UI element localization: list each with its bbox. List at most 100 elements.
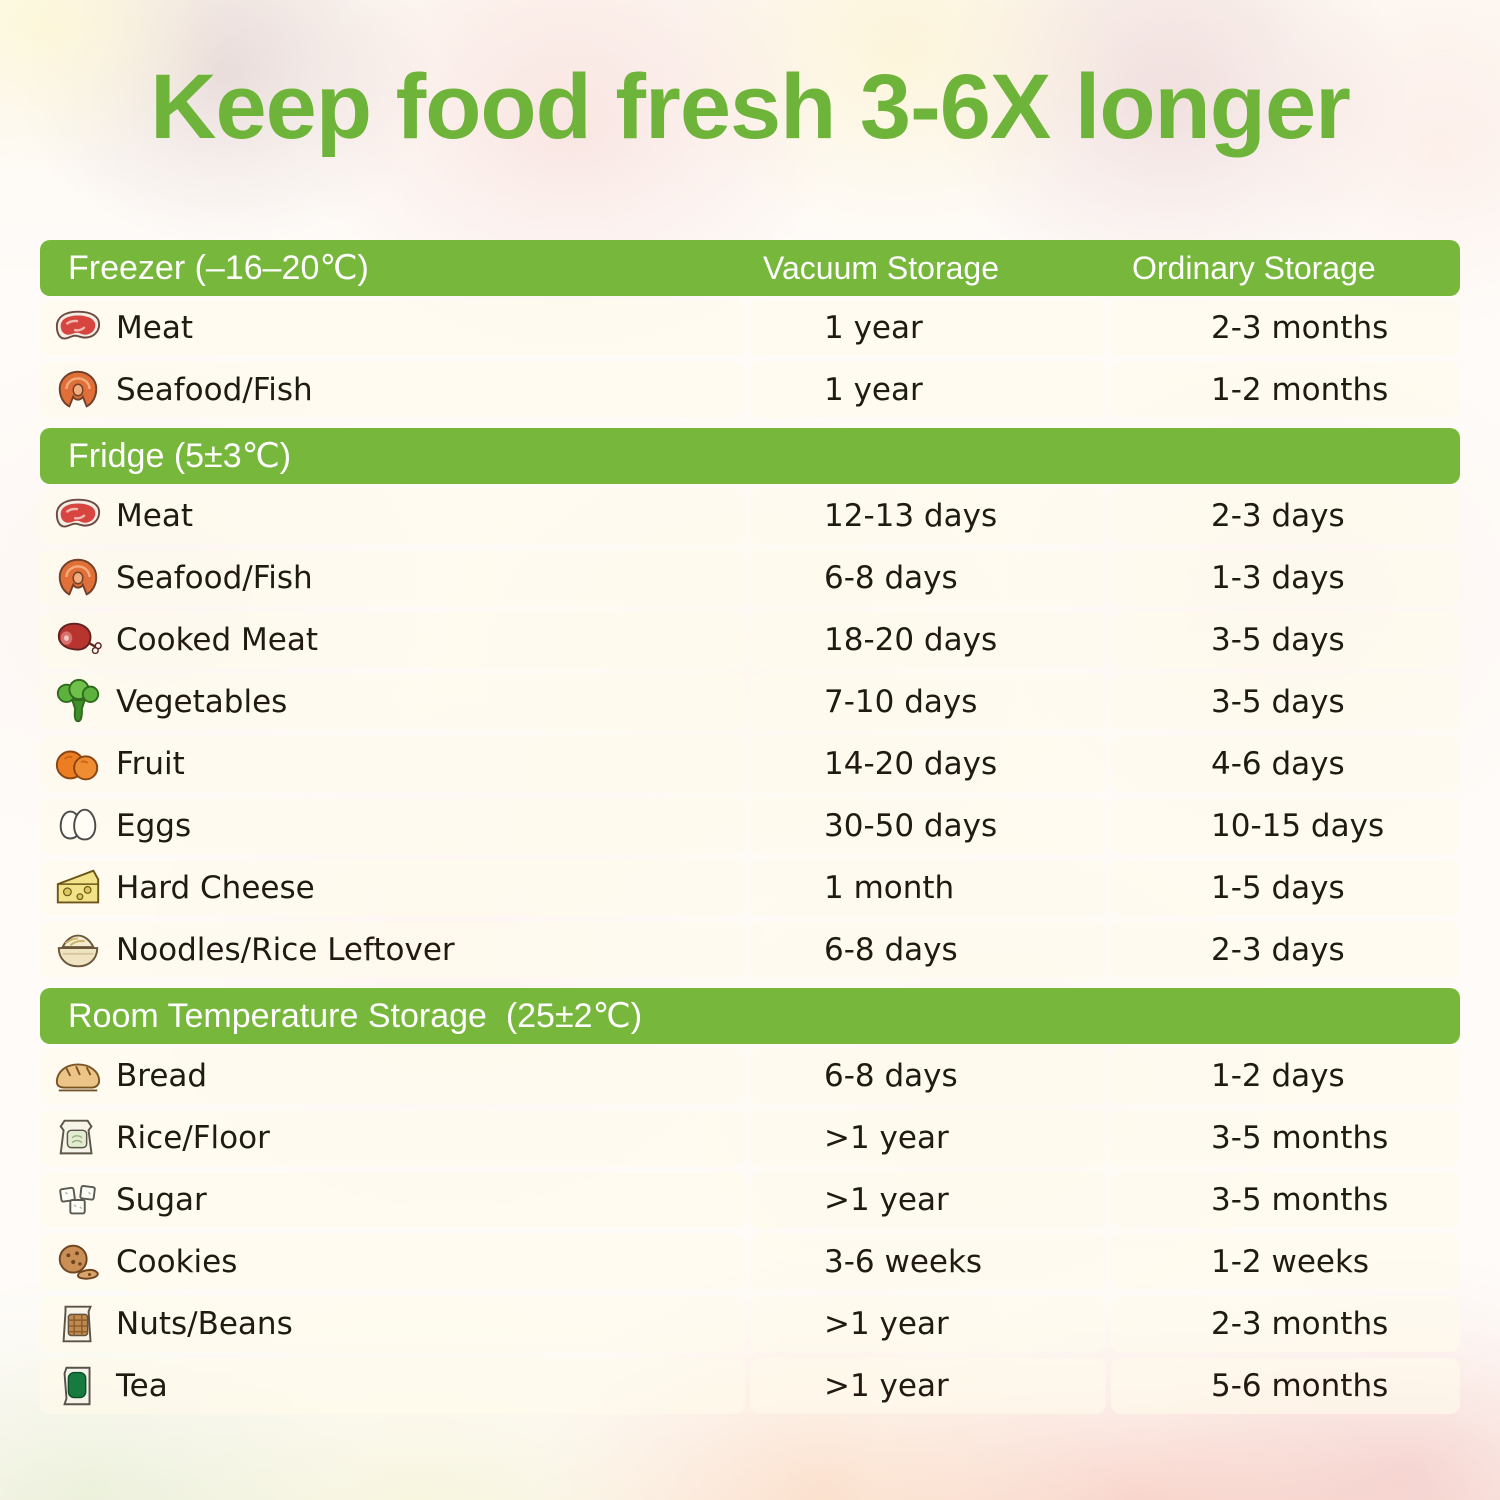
ordinary-value: 2-3 months xyxy=(1211,310,1389,346)
vacuum-cell: 1 month xyxy=(750,860,1106,916)
section-rows: Bread 6-8 days 1-2 days Rice/Floor >1 year 3-… xyxy=(40,1048,1460,1414)
meat-icon xyxy=(52,303,104,353)
ordinary-cell: 2-3 days xyxy=(1111,922,1460,978)
vacuum-value: >1 year xyxy=(824,1368,949,1404)
food-name: Vegetables xyxy=(116,684,288,720)
section-header-bar: Room Temperature Storage (25±2℃) xyxy=(40,988,1460,1044)
storage-section: Freezer (–16–20℃) Vacuum Storage Ordinary … xyxy=(40,240,1460,418)
column-header-vacuum: Vacuum Storage xyxy=(763,250,999,286)
vacuum-value: 1 year xyxy=(824,310,923,346)
table-row: Seafood/Fish 6-8 days 1-3 days xyxy=(40,550,1460,606)
section-rows: Meat 1 year 2-3 months Seafood/Fish 1 year 1-… xyxy=(40,300,1460,418)
ordinary-cell: 3-5 months xyxy=(1111,1110,1460,1166)
food-cell: Nuts/Beans xyxy=(40,1296,745,1352)
section-title: Fridge (5±3℃) xyxy=(68,437,292,475)
table-row: Nuts/Beans >1 year 2-3 months xyxy=(40,1296,1460,1352)
table-row: Rice/Floor >1 year 3-5 months xyxy=(40,1110,1460,1166)
vacuum-cell: 6-8 days xyxy=(750,1048,1106,1104)
vacuum-cell: 7-10 days xyxy=(750,674,1106,730)
fruit-icon xyxy=(52,739,104,789)
vacuum-value: 3-6 weeks xyxy=(824,1244,983,1280)
fish-icon xyxy=(52,553,104,603)
bread-icon xyxy=(52,1051,104,1101)
food-name: Seafood/Fish xyxy=(116,560,313,596)
table-row: Bread 6-8 days 1-2 days xyxy=(40,1048,1460,1104)
section-header-bar: Freezer (–16–20℃) Vacuum Storage Ordinary … xyxy=(40,240,1460,296)
vacuum-cell: 3-6 weeks xyxy=(750,1234,1106,1290)
ordinary-value: 3-5 months xyxy=(1211,1120,1389,1156)
table-row: Hard Cheese 1 month 1-5 days xyxy=(40,860,1460,916)
food-name: Sugar xyxy=(116,1182,207,1218)
storage-section: Fridge (5±3℃) Meat 12-13 days 2-3 days Seafo… xyxy=(40,428,1460,978)
column-header-ordinary: Ordinary Storage xyxy=(1132,250,1376,286)
meat-icon xyxy=(52,491,104,541)
tea-icon xyxy=(52,1361,104,1411)
food-name: Seafood/Fish xyxy=(116,372,313,408)
cookies-icon xyxy=(52,1237,104,1287)
food-name: Cookies xyxy=(116,1244,238,1280)
vacuum-cell: >1 year xyxy=(750,1358,1106,1414)
food-cell: Seafood/Fish xyxy=(40,362,745,418)
vacuum-value: 6-8 days xyxy=(824,1058,958,1094)
vacuum-value: 12-13 days xyxy=(824,498,998,534)
food-cell: Cooked Meat xyxy=(40,612,745,668)
ham-icon xyxy=(52,615,104,665)
food-cell: Vegetables xyxy=(40,674,745,730)
ordinary-cell: 2-3 months xyxy=(1111,1296,1460,1352)
table-row: Seafood/Fish 1 year 1-2 months xyxy=(40,362,1460,418)
ordinary-value: 2-3 months xyxy=(1211,1306,1389,1342)
vacuum-value: >1 year xyxy=(824,1182,949,1218)
ordinary-cell: 3-5 months xyxy=(1111,1172,1460,1228)
table-row: Fruit 14-20 days 4-6 days xyxy=(40,736,1460,792)
ordinary-cell: 3-5 days xyxy=(1111,674,1460,730)
food-name: Meat xyxy=(116,310,193,346)
ordinary-value: 1-2 weeks xyxy=(1211,1244,1370,1280)
ordinary-cell: 2-3 months xyxy=(1111,300,1460,356)
ordinary-cell: 1-5 days xyxy=(1111,860,1460,916)
vacuum-value: 1 month xyxy=(824,870,955,906)
sugar-icon xyxy=(52,1175,104,1225)
ordinary-value: 10-15 days xyxy=(1211,808,1385,844)
food-cell: Hard Cheese xyxy=(40,860,745,916)
vacuum-cell: >1 year xyxy=(750,1172,1106,1228)
nuts-icon xyxy=(52,1299,104,1349)
vacuum-value: 1 year xyxy=(824,372,923,408)
ordinary-value: 4-6 days xyxy=(1211,746,1345,782)
table-row: Noodles/Rice Leftover 6-8 days 2-3 days xyxy=(40,922,1460,978)
table-row: Eggs 30-50 days 10-15 days xyxy=(40,798,1460,854)
fish-icon xyxy=(52,365,104,415)
food-cell: Bread xyxy=(40,1048,745,1104)
food-cell: Fruit xyxy=(40,736,745,792)
table-row: Meat 1 year 2-3 months xyxy=(40,300,1460,356)
food-cell: Rice/Floor xyxy=(40,1110,745,1166)
ordinary-value: 1-2 days xyxy=(1211,1058,1345,1094)
storage-section: Room Temperature Storage (25±2℃) Bread 6-8… xyxy=(40,988,1460,1414)
ordinary-cell: 3-5 days xyxy=(1111,612,1460,668)
vacuum-value: 6-8 days xyxy=(824,932,958,968)
vacuum-value: >1 year xyxy=(824,1120,949,1156)
vacuum-cell: 1 year xyxy=(750,362,1106,418)
vacuum-cell: 6-8 days xyxy=(750,550,1106,606)
page-title: Keep food fresh 3-6X longer xyxy=(150,56,1351,158)
ordinary-cell: 5-6 months xyxy=(1111,1358,1460,1414)
ordinary-value: 2-3 days xyxy=(1211,932,1345,968)
food-cell: Meat xyxy=(40,300,745,356)
food-name: Eggs xyxy=(116,808,192,844)
table-row: Tea >1 year 5-6 months xyxy=(40,1358,1460,1414)
vacuum-value: 18-20 days xyxy=(824,622,998,658)
food-name: Cooked Meat xyxy=(116,622,318,658)
section-title: Freezer (–16–20℃) xyxy=(68,249,369,287)
cheese-icon xyxy=(52,863,104,913)
food-name: Meat xyxy=(116,498,193,534)
food-cell: Sugar xyxy=(40,1172,745,1228)
table-row: Sugar >1 year 3-5 months xyxy=(40,1172,1460,1228)
table-row: Vegetables 7-10 days 3-5 days xyxy=(40,674,1460,730)
vacuum-cell: 12-13 days xyxy=(750,488,1106,544)
ordinary-value: 1-2 months xyxy=(1211,372,1389,408)
eggs-icon xyxy=(52,801,104,851)
vacuum-cell: 30-50 days xyxy=(750,798,1106,854)
ordinary-cell: 1-2 weeks xyxy=(1111,1234,1460,1290)
vacuum-cell: 18-20 days xyxy=(750,612,1106,668)
vacuum-value: 6-8 days xyxy=(824,560,958,596)
